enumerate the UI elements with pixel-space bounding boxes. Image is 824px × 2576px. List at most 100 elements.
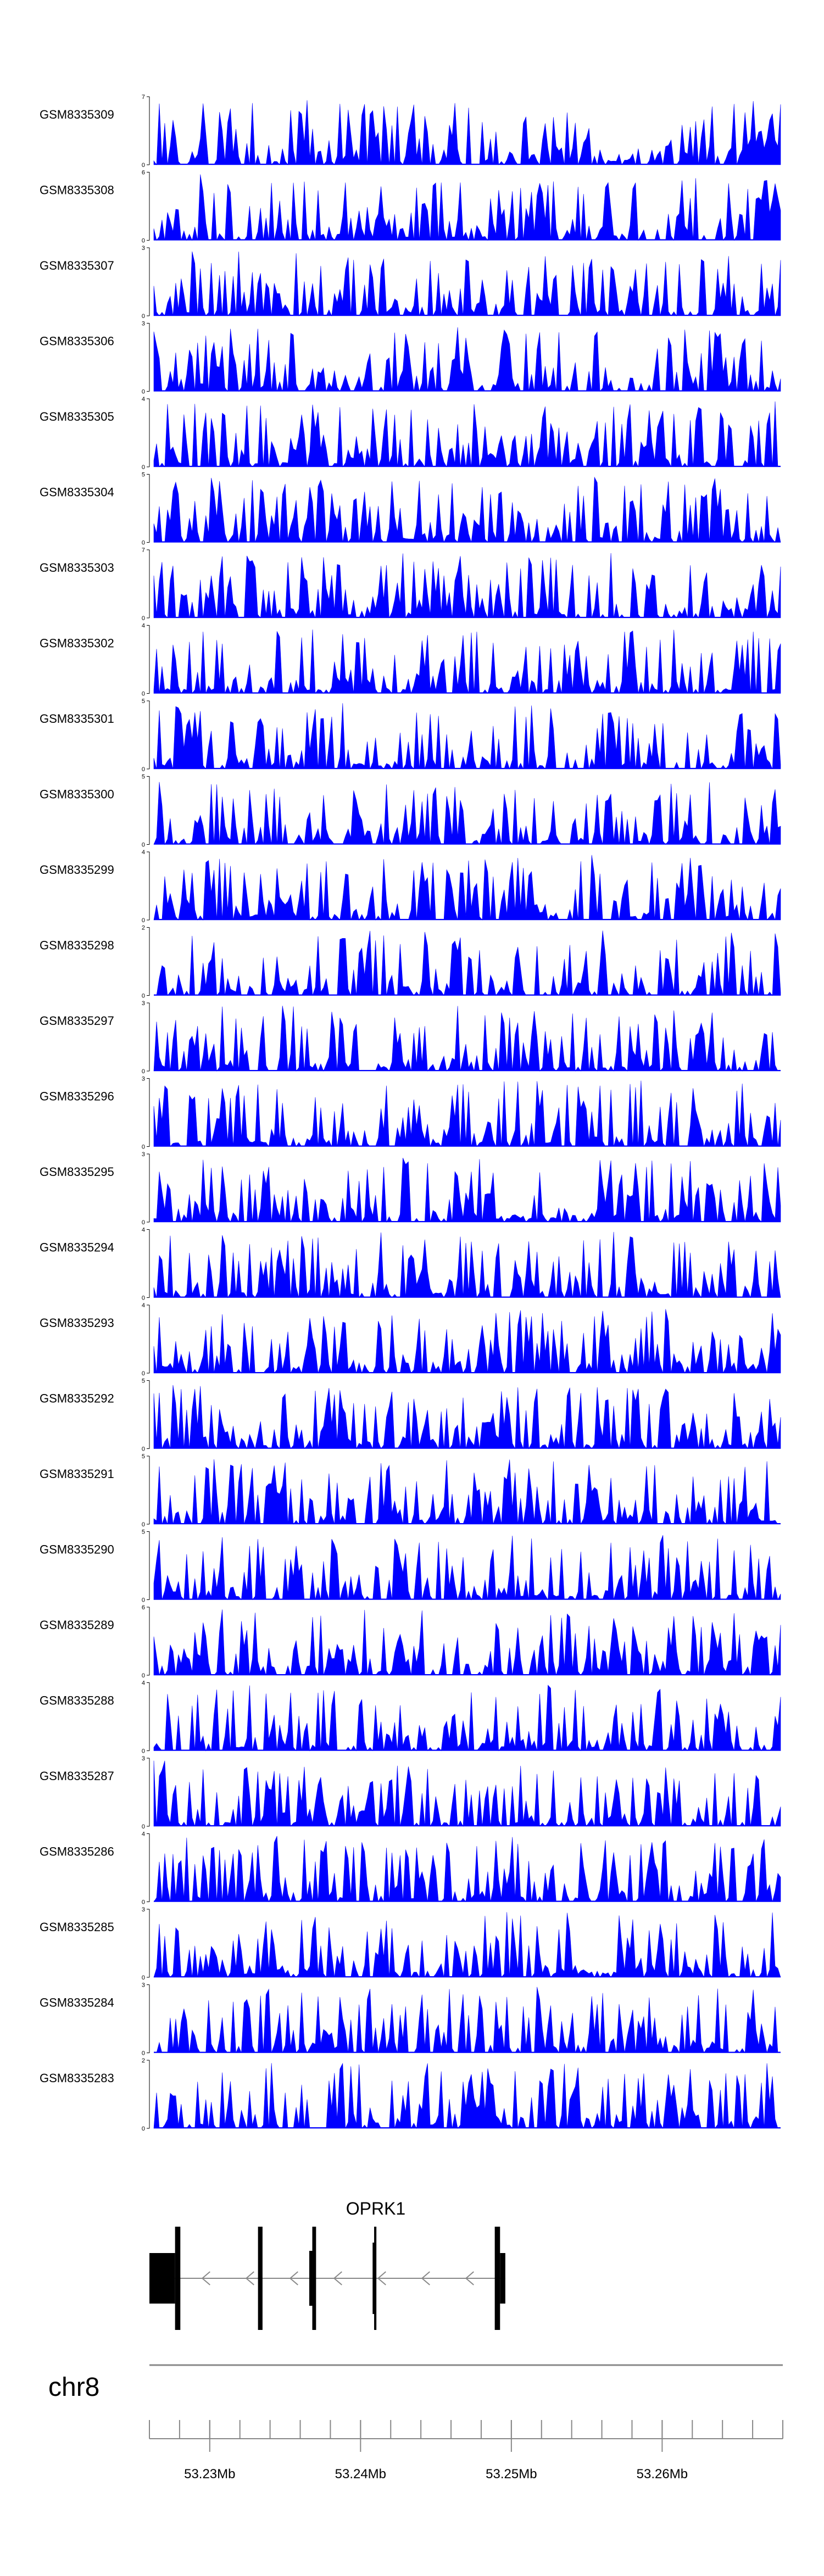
track-label: GSM8335308 [40,183,114,197]
coverage-area [153,703,781,770]
gene-exon [258,2227,263,2330]
track-label: GSM8335285 [40,1920,114,1934]
strand-arrow [245,2271,254,2285]
coverage-area [153,1006,781,1072]
x-tick-label: 53.26Mb [637,2467,688,2482]
track-GSM8335309: GSM8335309 7 0 [40,94,781,169]
track-label: GSM8335307 [40,259,114,272]
y-tick-label-min: 0 [142,313,145,320]
y-tick-label-max: 6 [142,1604,145,1611]
y-tick-label-min: 0 [142,615,145,622]
track-GSM8335302: GSM8335302 4 0 [40,623,781,698]
coverage-area [153,327,781,392]
gene-exon [312,2227,316,2330]
coverage-area [153,1080,781,1147]
track-label: GSM8335288 [40,1694,114,1708]
y-tick-label-min: 0 [142,993,145,1000]
gene-exon [175,2227,181,2330]
strand-arrow [377,2271,386,2285]
y-tick-label-min: 0 [142,1219,145,1226]
y-tick-label-max: 4 [142,1831,145,1838]
y-tick-label-max: 5 [142,472,145,478]
strand-arrow [421,2271,430,2285]
track-label: GSM8335303 [40,561,114,575]
y-tick-label-max: 2 [142,2058,145,2064]
track-label: GSM8335295 [40,1165,114,1179]
track-GSM8335296: GSM8335296 3 0 [40,1076,781,1151]
track-GSM8335290: GSM8335290 5 0 [40,1529,781,1604]
y-tick-label-max: 4 [142,1680,145,1687]
y-tick-label-min: 0 [142,540,145,547]
track-GSM8335292: GSM8335292 5 0 [40,1378,781,1453]
y-tick-label-min: 0 [142,2126,145,2132]
coverage-area [153,1609,781,1676]
y-tick-label-max: 5 [142,698,145,705]
y-tick-label-max: 5 [142,1453,145,1460]
track-label: GSM8335306 [40,334,114,348]
y-tick-label-min: 0 [142,1824,145,1830]
track-GSM8335284: GSM8335284 3 0 [40,1982,781,2057]
coverage-area [153,401,781,468]
track-label: GSM8335290 [40,1543,114,1557]
y-tick-label-max: 2 [142,925,145,932]
gene-exon [149,2253,175,2304]
track-GSM8335299: GSM8335299 4 0 [40,849,781,924]
y-tick-label-min: 0 [142,1144,145,1151]
coverage-area [153,1309,781,1374]
y-tick-label-max: 3 [142,245,145,252]
track-GSM8335308: GSM8335308 6 0 [40,170,781,244]
x-tick-label: 53.24Mb [335,2467,386,2482]
track-label: GSM8335293 [40,1316,114,1330]
track-GSM8335307: GSM8335307 3 0 [40,245,781,320]
y-tick-label-min: 0 [142,1370,145,1377]
track-label: GSM8335294 [40,1241,114,1254]
y-tick-label-min: 0 [142,1899,145,1906]
track-GSM8335294: GSM8335294 4 0 [40,1227,781,1302]
coverage-area [153,100,781,165]
track-GSM8335291: GSM8335291 5 0 [40,1453,781,1528]
x-tick-label: 53.25Mb [486,2467,537,2482]
track-label: GSM8335289 [40,1618,114,1632]
track-GSM8335300: GSM8335300 5 0 [40,774,781,849]
track-GSM8335295: GSM8335295 3 0 [40,1151,781,1226]
y-tick-label-max: 4 [142,623,145,629]
y-tick-label-min: 0 [142,1748,145,1755]
track-GSM8335283: GSM8335283 2 0 [40,2058,781,2132]
track-label: GSM8335299 [40,863,114,877]
strand-arrow [289,2271,298,2285]
strand-arrow [333,2271,342,2285]
track-GSM8335297: GSM8335297 3 0 [40,1000,781,1075]
y-tick-label-min: 0 [142,1446,145,1453]
track-GSM8335303: GSM8335303 7 0 [40,547,781,622]
genome-axis: chr8 53.23Mb 53.24Mb 53.25Mb 53.26Mb [48,2364,783,2482]
gene-exon [374,2227,377,2330]
y-tick-label-max: 3 [142,1000,145,1007]
track-label: GSM8335301 [40,712,114,726]
coverage-area [154,930,781,996]
y-tick-label-max: 4 [142,396,145,403]
track-label: GSM8335291 [40,1467,114,1481]
y-tick-label-max: 3 [142,1076,145,1083]
track-label: GSM8335300 [40,788,114,801]
track-label: GSM8335284 [40,1996,114,2010]
gene-exon [309,2251,313,2306]
y-tick-label-max: 3 [142,1906,145,1913]
track-GSM8335288: GSM8335288 4 0 [40,1680,781,1755]
y-tick-label-max: 3 [142,1755,145,1762]
y-tick-label-max: 7 [142,547,145,554]
track-GSM8335285: GSM8335285 3 0 [40,1906,781,1981]
gene-exon [372,2243,375,2314]
coverage-area [153,855,781,921]
y-tick-label-min: 0 [142,766,145,773]
y-tick-label-min: 0 [142,1597,145,1604]
coverage-area [153,1385,781,1449]
y-tick-label-max: 5 [142,774,145,780]
track-label: GSM8335304 [40,486,114,499]
coverage-area [153,1836,781,1903]
track-label: GSM8335283 [40,2071,114,2085]
coverage-area [153,1760,781,1827]
track-GSM8335301: GSM8335301 5 0 [40,698,781,773]
track-label: GSM8335292 [40,1392,114,1406]
y-tick-label-min: 0 [142,1295,145,1302]
